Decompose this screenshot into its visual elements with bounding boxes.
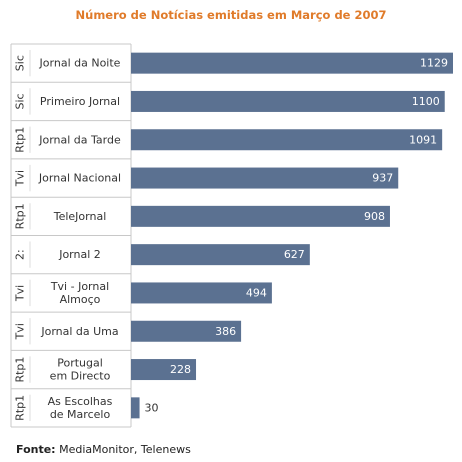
category-label: em Directo <box>50 370 111 383</box>
bar-value-label: 908 <box>364 210 385 223</box>
source-text: MediaMonitor, Telenews <box>59 443 191 456</box>
bar-value-label: 937 <box>372 172 393 185</box>
category-label: Portugal <box>57 357 103 370</box>
category-group-label: Rtp1 <box>14 203 27 229</box>
category-label: Jornal da Noite <box>39 57 121 70</box>
category-label: TeleJornal <box>53 210 107 223</box>
source-label: Fonte: <box>16 443 56 456</box>
bar-value-label: 30 <box>145 401 159 414</box>
bar-chart: Sic Jornal da Noite 1129 Sic Primeiro Jornal… <box>10 43 453 428</box>
bar <box>131 129 443 151</box>
category-group-label: Sic <box>14 55 27 71</box>
bar <box>131 359 197 381</box>
category-label: Primeiro Jornal <box>40 95 120 108</box>
bar-value-label: 386 <box>215 325 236 338</box>
category-label: Jornal da Uma <box>40 325 118 338</box>
bar-value-label: 1129 <box>420 57 448 70</box>
bar <box>131 90 445 112</box>
category-label: Jornal Nacional <box>38 172 121 185</box>
category-group-label: Tvi <box>14 170 27 187</box>
bar <box>131 167 399 189</box>
category-group-label: Rtp1 <box>14 357 27 383</box>
source-note: Fonte: MediaMonitor, Telenews <box>16 443 191 456</box>
chart-title: Número de Notícias emitidas em Março de … <box>75 8 387 22</box>
category-group-label: Rtp1 <box>14 127 27 153</box>
category-label: Almoço <box>60 293 101 306</box>
category-label: Jornal da Tarde <box>38 133 121 146</box>
category-label: de Marcelo <box>50 408 111 421</box>
category-group-label: Tvi <box>14 285 27 302</box>
bar-value-label: 1100 <box>412 95 440 108</box>
bar <box>131 397 140 419</box>
bar <box>131 282 272 304</box>
category-group-label: 2: <box>14 249 27 260</box>
category-group-label: Sic <box>14 93 27 109</box>
bar-value-label: 1091 <box>409 133 437 146</box>
category-group-label: Rtp1 <box>14 395 27 421</box>
category-label: As Escolhas <box>48 395 113 408</box>
bar <box>131 205 390 227</box>
category-label: Tvi - Jornal <box>50 280 109 293</box>
bar <box>131 52 453 74</box>
bar-value-label: 627 <box>284 248 305 261</box>
category-label: Jornal 2 <box>58 248 101 261</box>
category-group-label: Tvi <box>14 323 27 340</box>
bar <box>131 244 310 266</box>
bar-value-label: 494 <box>246 286 267 299</box>
bar-value-label: 228 <box>170 363 191 376</box>
bar <box>131 320 242 342</box>
